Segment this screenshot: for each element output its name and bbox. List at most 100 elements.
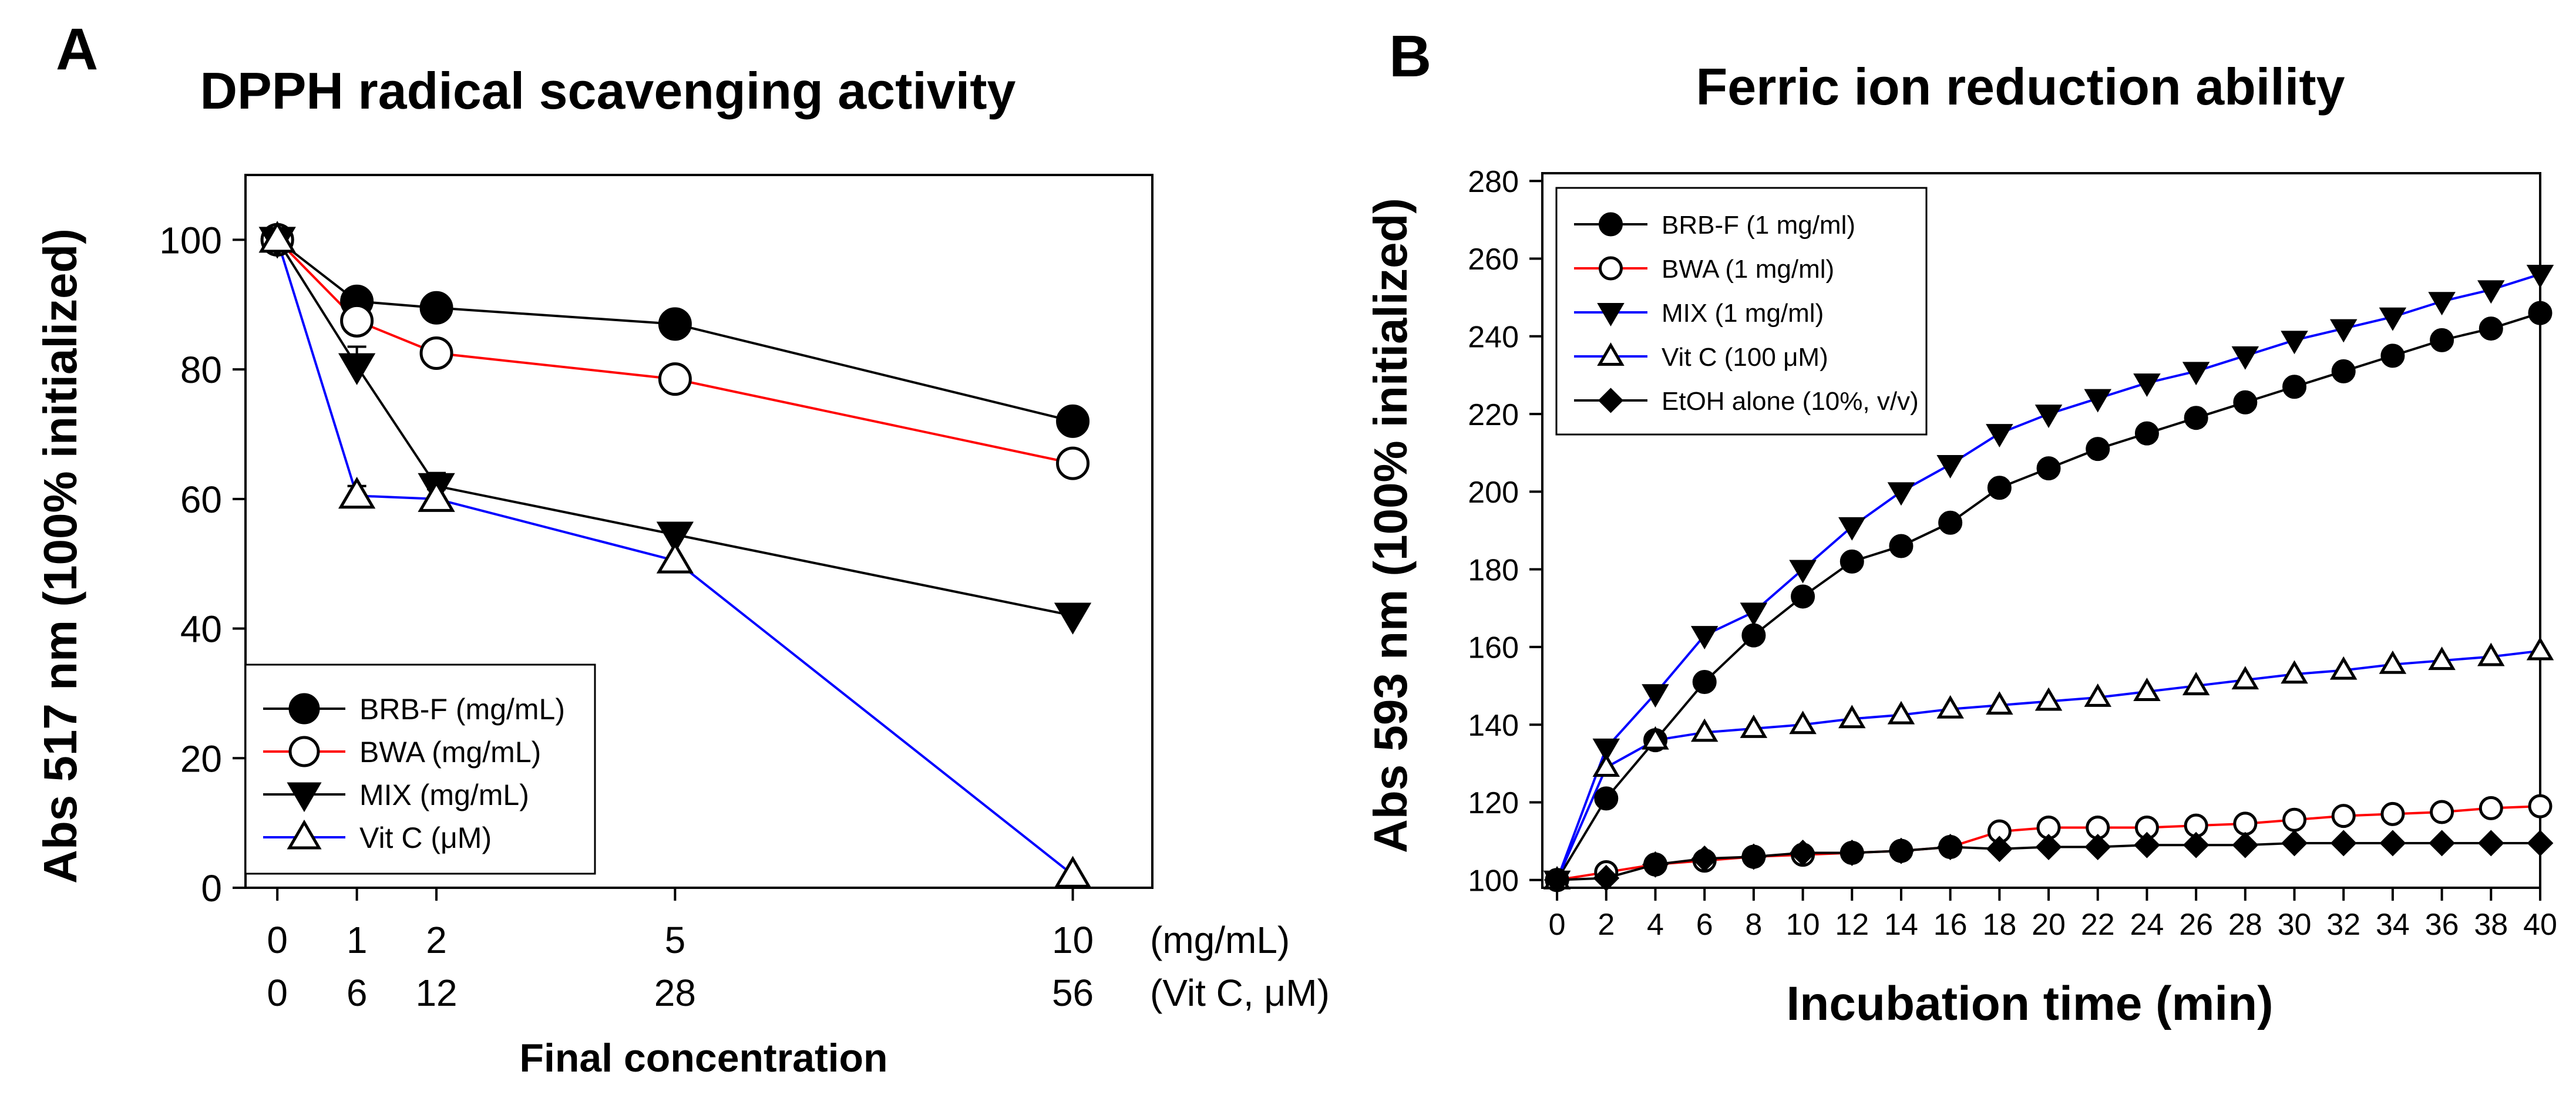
data-point-mix bbox=[1936, 455, 1964, 479]
data-point-brb-f bbox=[1741, 623, 1766, 648]
data-point-bwa bbox=[2331, 804, 2356, 828]
legend-marker bbox=[1599, 212, 1623, 237]
data-point-bwa bbox=[2528, 794, 2553, 818]
legend-marker bbox=[1597, 303, 1625, 326]
data-point-bwa bbox=[2430, 800, 2454, 824]
data-point-etoh-alone bbox=[1790, 840, 1817, 866]
x-tick-label: 10 bbox=[1052, 919, 1094, 961]
x-tick-label: 36 bbox=[2425, 908, 2459, 942]
data-point-vit-c bbox=[418, 480, 455, 512]
chart-a-y-label: Abs 517 nm (100% initialized) bbox=[34, 228, 86, 884]
data-point-etoh-alone bbox=[1986, 836, 2013, 863]
data-point-mix bbox=[1740, 602, 1768, 626]
data-point-vit-c bbox=[1887, 700, 1915, 725]
y-tick-label: 0 bbox=[201, 867, 222, 909]
data-point-brb-f bbox=[419, 291, 453, 325]
plot-frame bbox=[244, 174, 1154, 889]
data-point-mix bbox=[1789, 560, 1817, 584]
x-tick-label: 14 bbox=[1884, 908, 1918, 942]
y-tick-label: 160 bbox=[1468, 631, 1519, 665]
x-tick-label: 26 bbox=[2179, 908, 2213, 942]
data-point-vit-c bbox=[1986, 691, 2013, 715]
data-point-etoh-alone bbox=[2084, 834, 2111, 860]
legend: BRB-F (mg/mL) BWA (mg/mL) MIX (mg/mL) Vit C… bbox=[244, 663, 596, 875]
x-tick-label-secondary: 0 bbox=[267, 972, 288, 1014]
data-point-brb-f bbox=[2430, 328, 2454, 352]
data-point-vit-c bbox=[2329, 656, 2358, 680]
data-point-etoh-alone bbox=[1937, 834, 1964, 860]
data-point-brb-f bbox=[1594, 786, 1619, 811]
x-tick-label: 6 bbox=[1696, 908, 1713, 942]
data-point-mix bbox=[1838, 517, 1866, 541]
legend-marker bbox=[1598, 388, 1624, 413]
legend-label: MIX (mg/mL) bbox=[359, 779, 529, 811]
data-point-brb-f bbox=[2036, 456, 2061, 481]
data-point-etoh-alone bbox=[2232, 831, 2259, 858]
x-tick-label: 1 bbox=[347, 919, 368, 961]
data-point-etoh-alone bbox=[1593, 865, 1620, 891]
data-point-vit-c bbox=[2526, 636, 2554, 661]
x-tick-label: 32 bbox=[2326, 908, 2360, 942]
data-point-mix bbox=[1887, 482, 1915, 506]
panel-label-a: A bbox=[56, 16, 98, 82]
x-tick-label-secondary: 6 bbox=[347, 972, 368, 1014]
data-point-vit-c bbox=[1690, 718, 1719, 742]
data-point-etoh-alone bbox=[2035, 834, 2062, 860]
data-point-brb-f bbox=[2086, 437, 2110, 462]
y-tick-label: 40 bbox=[180, 608, 222, 651]
x-tick-label: 30 bbox=[2278, 908, 2312, 942]
x-tick-label: 2 bbox=[1598, 908, 1615, 942]
legend-marker bbox=[1599, 256, 1623, 281]
legend-marker bbox=[1597, 342, 1625, 366]
data-point-mix bbox=[656, 521, 694, 554]
data-point-brb-f bbox=[2528, 301, 2553, 325]
chart-b-x-label: Incubation time (min) bbox=[1786, 977, 2273, 1030]
x-tick-label: 22 bbox=[2081, 908, 2115, 942]
x-tick-label: 8 bbox=[1745, 908, 1762, 942]
x-tick-label: 4 bbox=[1647, 908, 1664, 942]
data-point-mix bbox=[1642, 684, 1669, 708]
data-point-vit-c bbox=[2133, 678, 2161, 701]
data-point-vit-c bbox=[2477, 642, 2505, 666]
data-point-mix bbox=[2281, 331, 2308, 355]
data-point-vit-c bbox=[258, 221, 296, 253]
data-point-mix bbox=[2329, 319, 2358, 343]
data-point-brb-f bbox=[1791, 584, 1815, 609]
legend-marker bbox=[288, 736, 320, 767]
data-point-brb-f bbox=[1692, 669, 1717, 694]
x-tick-label-secondary: 56 bbox=[1052, 972, 1094, 1014]
data-point-mix bbox=[1986, 424, 2013, 448]
data-point-etoh-alone bbox=[2182, 831, 2210, 858]
data-point-brb-f bbox=[2134, 421, 2159, 446]
data-point-brb-f bbox=[1987, 476, 2012, 500]
data-point-mix bbox=[1690, 626, 1719, 649]
data-point-vit-c bbox=[1642, 726, 1669, 750]
data-point-etoh-alone bbox=[2281, 830, 2308, 857]
x-tick-label-secondary: 12 bbox=[415, 972, 457, 1014]
x-tick-label: 12 bbox=[1835, 908, 1869, 942]
legend-label: Vit C (100 μM) bbox=[1662, 343, 1828, 372]
data-point-bwa bbox=[2380, 801, 2405, 826]
legend: BRB-F (1 mg/ml) BWA (1 mg/ml) MIX (1 mg/ml… bbox=[1555, 187, 1928, 436]
plot-frame bbox=[1541, 172, 2541, 889]
y-tick-label: 260 bbox=[1468, 242, 1519, 277]
data-point-brb-f bbox=[2380, 343, 2405, 368]
chart-a-x-label: Final concentration bbox=[519, 1036, 887, 1080]
y-tick-label: 240 bbox=[1468, 321, 1519, 355]
data-point-vit-c bbox=[1789, 710, 1817, 735]
data-point-brb-f bbox=[2184, 406, 2208, 430]
data-point-vit-c bbox=[2428, 646, 2456, 671]
y-tick-label: 100 bbox=[1468, 864, 1519, 898]
legend-label: BRB-F (1 mg/ml) bbox=[1662, 211, 1855, 240]
data-point-etoh-alone bbox=[2429, 830, 2456, 857]
x-tick-label: 5 bbox=[665, 919, 686, 961]
data-point-mix bbox=[1054, 602, 1092, 635]
legend-label: Vit C (μM) bbox=[359, 821, 492, 854]
data-point-brb-f bbox=[2331, 359, 2356, 383]
data-point-mix bbox=[2231, 346, 2259, 370]
data-point-brb-f bbox=[2282, 375, 2307, 399]
data-point-etoh-alone bbox=[2527, 830, 2554, 857]
y-tick-label: 140 bbox=[1468, 709, 1519, 743]
data-point-mix bbox=[2526, 264, 2554, 288]
